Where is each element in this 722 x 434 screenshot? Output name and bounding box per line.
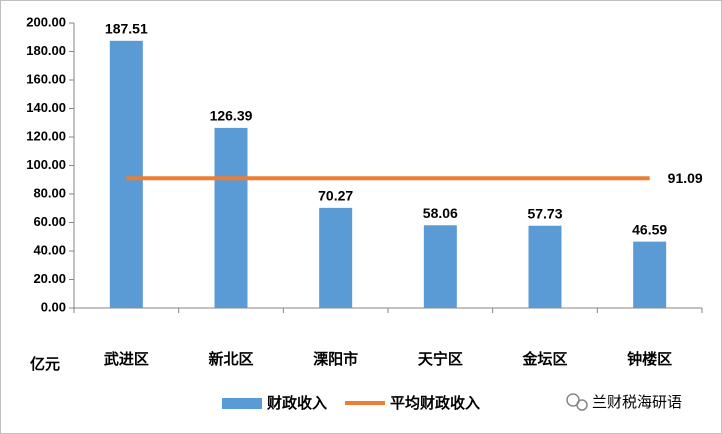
y-tick-label: 60.00 xyxy=(33,214,66,229)
data-label: 126.39 xyxy=(210,108,253,124)
legend-label: 平均财政收入 xyxy=(390,394,480,412)
bar xyxy=(319,207,353,308)
y-tick-label: 80.00 xyxy=(33,185,66,200)
legend-swatch xyxy=(222,398,262,409)
watermark: 兰财税海研语 xyxy=(592,394,682,411)
data-label: 57.73 xyxy=(527,205,562,221)
y-tick-label: 140.00 xyxy=(26,100,66,115)
data-label: 187.51 xyxy=(105,21,148,37)
x-tick-label: 天宁区 xyxy=(418,350,463,368)
bar xyxy=(214,127,248,308)
x-tick-label: 武进区 xyxy=(104,350,149,368)
x-tick-label: 新北区 xyxy=(208,350,253,368)
y-tick-label: 180.00 xyxy=(26,43,66,58)
bar xyxy=(633,241,667,308)
data-label: 70.27 xyxy=(318,188,353,204)
legend-label: 财政收入 xyxy=(267,394,327,412)
bar xyxy=(109,40,143,308)
y-tick-label: 20.00 xyxy=(33,271,66,286)
x-tick-label: 钟楼区 xyxy=(627,350,672,368)
data-label: 58.06 xyxy=(423,205,458,221)
y-tick-label: 160.00 xyxy=(26,71,66,86)
y-tick-label: 40.00 xyxy=(33,242,66,257)
data-label: 91.09 xyxy=(668,170,703,186)
x-tick-label: 溧阳市 xyxy=(313,350,358,368)
bar xyxy=(528,225,562,308)
y-tick-label: 200.00 xyxy=(26,14,66,29)
y-unit: 亿元 xyxy=(30,355,60,373)
x-tick-label: 金坛区 xyxy=(521,350,567,368)
y-tick-label: 120.00 xyxy=(26,128,66,143)
data-label: 46.59 xyxy=(632,221,667,237)
watermark-icon xyxy=(566,393,588,411)
bar xyxy=(423,225,457,308)
y-tick-label: 0.00 xyxy=(41,299,66,314)
y-tick-label: 100.00 xyxy=(26,157,66,172)
